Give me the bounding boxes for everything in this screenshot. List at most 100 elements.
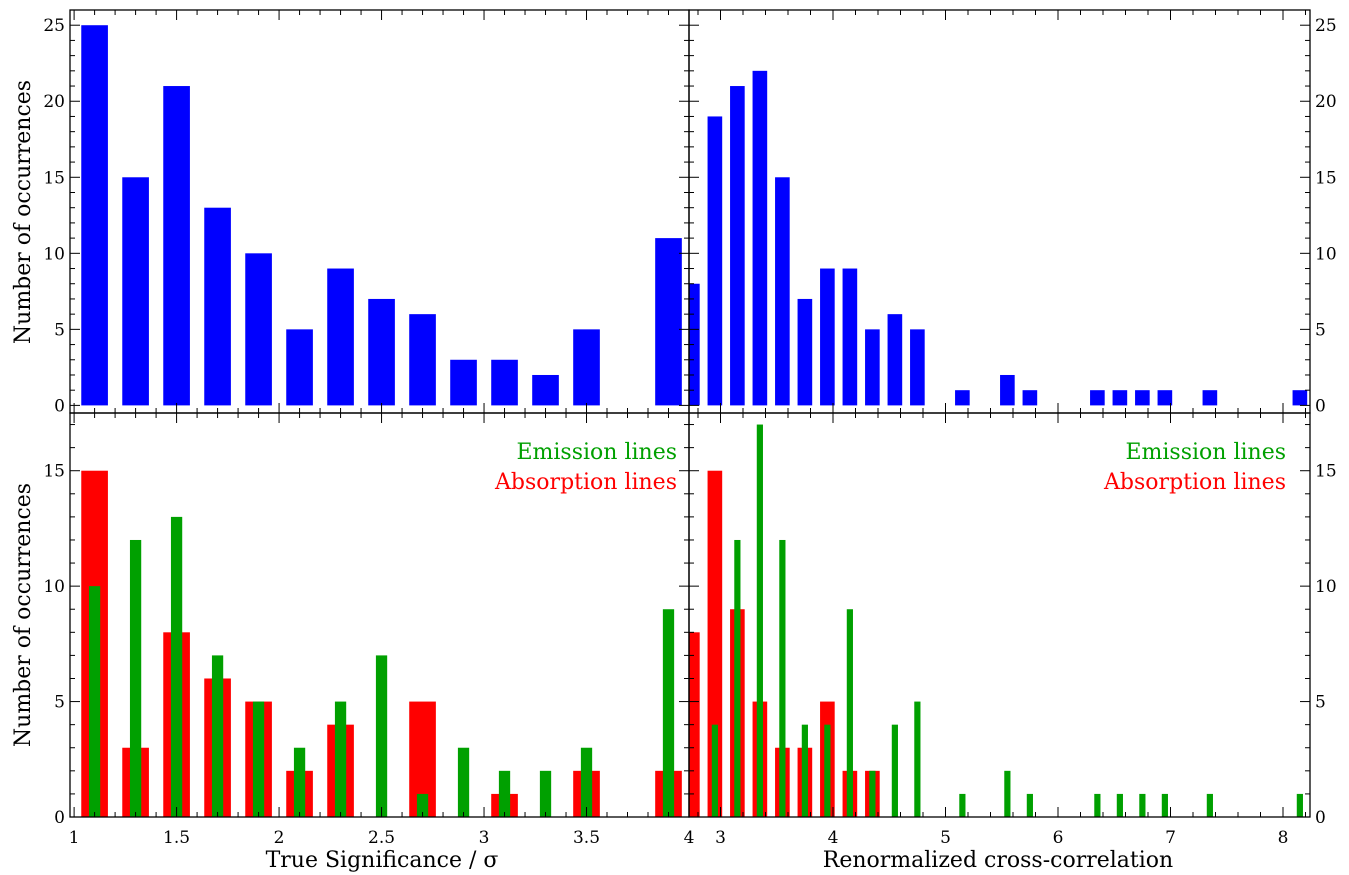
histogram-bar (655, 238, 682, 406)
histogram-bar (775, 177, 790, 406)
emission-lines-bar (801, 724, 808, 817)
x-tick-label: 5 (940, 828, 951, 848)
x-tick-label: 3.5 (573, 828, 600, 848)
emission-lines-bar (779, 539, 786, 817)
histogram-bar (1135, 390, 1150, 406)
emission-lines-bar (211, 655, 224, 817)
emission-lines-bar (711, 724, 718, 817)
emission-lines-bar (457, 747, 470, 817)
histogram-bar (955, 390, 970, 406)
emission-lines-bar (293, 747, 306, 817)
histogram-bar (865, 329, 880, 406)
bars-layer (81, 25, 1308, 817)
emission-lines-bar (1116, 793, 1123, 817)
y-tick-label: 10 (1315, 577, 1337, 597)
histogram-bar (1022, 390, 1038, 406)
emission-lines-bar (252, 701, 265, 817)
x-tick-label: 2 (274, 828, 285, 848)
legend-absorption-left: Absorption lines (494, 470, 677, 495)
x-axis-label-right: Renormalized cross-correlation (823, 848, 1173, 873)
absorption-lines-bar (707, 470, 723, 817)
x-tick-label: 2.5 (368, 828, 395, 848)
histogram-bar (204, 207, 231, 406)
emission-lines-bar (959, 793, 966, 817)
emission-lines-bar (1139, 793, 1146, 817)
panel-frames (69, 9, 1311, 818)
bottom-right-frame (688, 412, 1311, 818)
y-tick-label: 15 (1315, 168, 1337, 188)
histogram-bar (820, 268, 835, 406)
histogram-bar (573, 329, 600, 406)
histogram-bar (532, 374, 559, 406)
emission-lines-bar (498, 770, 511, 817)
histogram-bar (1090, 390, 1105, 406)
histogram-bar (81, 25, 108, 406)
x-tick-label: 4 (828, 828, 839, 848)
emission-lines-bar (1004, 770, 1011, 817)
histogram-bar (1202, 390, 1218, 406)
y-tick-label: 5 (1315, 693, 1326, 713)
x-tick-label: 8 (1278, 828, 1289, 848)
emission-lines-bar (891, 724, 898, 817)
histogram-bar (752, 70, 768, 406)
y-tick-label: 0 (1315, 396, 1326, 416)
y-tick-label: 20 (43, 92, 65, 112)
legend-emission-right: Emission lines (1125, 440, 1286, 465)
y-tick-label: 10 (1315, 244, 1337, 264)
emission-lines-bar (416, 793, 429, 817)
histogram-bar (409, 314, 436, 406)
histogram-bar (286, 329, 313, 406)
absorption-lines-bar (689, 632, 700, 817)
emission-lines-bar (539, 770, 552, 817)
y-tick-label: 15 (43, 462, 65, 482)
histogram-bar (122, 177, 149, 406)
emission-lines-bar (580, 747, 593, 817)
histogram-bar (1292, 390, 1308, 406)
legend-emission-left: Emission lines (516, 440, 677, 465)
y-tick-label: 0 (54, 396, 65, 416)
histogram-bar (327, 268, 354, 406)
emission-lines-bar (1094, 793, 1101, 817)
emission-lines-bar (1161, 793, 1168, 817)
emission-lines-bar (662, 609, 675, 817)
histogram-bar (689, 283, 700, 406)
emission-lines-bar (1206, 793, 1213, 817)
y-tick-label: 10 (43, 244, 65, 264)
x-tick-label: 6 (1053, 828, 1064, 848)
legend-absorption-right: Absorption lines (1103, 470, 1286, 495)
x-tick-label: 4 (684, 828, 695, 848)
emission-lines-bar (734, 539, 741, 817)
histogram-bar (910, 329, 925, 406)
y-tick-label: 5 (54, 693, 65, 713)
histogram-bar (797, 298, 813, 406)
x-axis-label-left: True Significance / σ (266, 848, 499, 873)
x-tick-label: 3 (479, 828, 490, 848)
emission-lines-bar (1296, 793, 1303, 817)
emission-lines-bar (914, 701, 921, 817)
emission-lines-bar (846, 609, 853, 817)
y-axis-label-bottom: Number of occurrences (11, 483, 36, 747)
histogram-bar (450, 359, 477, 406)
histogram-bar (707, 116, 723, 406)
histogram-bar (887, 314, 903, 406)
histogram-bar (1112, 390, 1128, 406)
x-tick-label: 7 (1165, 828, 1176, 848)
y-tick-label: 0 (1315, 808, 1326, 828)
emission-lines-bar (375, 655, 388, 817)
y-tick-label: 25 (1315, 16, 1337, 36)
y-tick-label: 15 (43, 168, 65, 188)
emission-lines-bar (824, 724, 831, 817)
histogram-bar (842, 268, 858, 406)
y-tick-label: 10 (43, 577, 65, 597)
emission-lines-bar (334, 701, 347, 817)
emission-lines-bar (129, 539, 142, 817)
histogram-bar (491, 359, 518, 406)
emission-lines-bar (869, 770, 876, 817)
y-tick-label: 15 (1315, 462, 1337, 482)
emission-lines-bar (1026, 793, 1033, 817)
emission-lines-bar (170, 516, 183, 817)
y-tick-label: 5 (1315, 320, 1326, 340)
histogram-bar (1000, 374, 1015, 406)
histogram-bar (1157, 390, 1173, 406)
